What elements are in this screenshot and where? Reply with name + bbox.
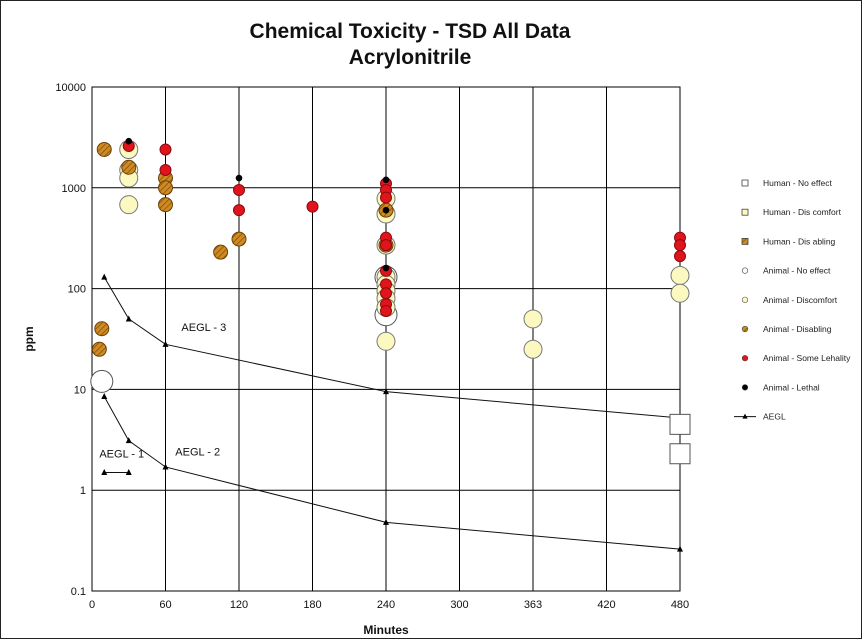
legend-marker [742, 268, 748, 274]
animal-some-lethality-point [381, 288, 392, 299]
animal-some-lethality-point [381, 305, 392, 316]
legend-marker [742, 385, 748, 391]
animal-some-lethality-point [381, 240, 392, 251]
animal-lethal-point [236, 175, 242, 181]
x-tick-label: 120 [230, 599, 248, 611]
animal-some-lethality-point [234, 205, 245, 216]
y-tick-label: 1000 [62, 183, 86, 195]
legend-label: Human - Dis abling [763, 236, 836, 246]
y-tick-label: 0.1 [71, 586, 86, 598]
legend-label: Animal - Lethal [763, 382, 820, 392]
animal-some-lethality-point [234, 185, 245, 196]
legend-label: Human - Dis comfort [763, 207, 842, 217]
legend-label: AEGL [763, 412, 786, 422]
animal-disabling-point [159, 181, 173, 195]
animal-discomfort-point [671, 284, 689, 302]
x-tick-label: 0 [89, 599, 95, 611]
x-tick-label: 240 [377, 599, 395, 611]
legend-label: Animal - Discomfort [763, 295, 838, 305]
x-tick-label: 300 [450, 599, 468, 611]
legend-marker [742, 355, 748, 361]
animal-disabling-point [95, 322, 109, 336]
aegl-annotation: AEGL - 3 [181, 322, 226, 334]
legend-label: Animal - Disabling [763, 324, 832, 334]
animal-discomfort-point [377, 332, 395, 350]
legend-marker [742, 209, 748, 215]
human-no-effect-point [670, 444, 690, 464]
x-tick-label: 420 [597, 599, 615, 611]
y-tick-label: 1 [80, 485, 86, 497]
x-tick-label: 480 [671, 599, 689, 611]
animal-some-lethality-point [307, 201, 318, 212]
animal-discomfort-point [524, 340, 542, 358]
animal-disabling-point [97, 142, 111, 156]
chart-subtitle: Acrylonitrile [349, 46, 472, 69]
legend-label: Animal - Some Lehality [763, 353, 851, 363]
chart-title: Chemical Toxicity - TSD All Data [250, 20, 571, 43]
animal-no-effect-point [91, 370, 113, 392]
y-axis-label: ppm [22, 326, 36, 351]
animal-lethal-point [383, 177, 389, 183]
y-tick-label: 10000 [55, 82, 86, 94]
animal-lethal-point [383, 265, 389, 271]
animal-discomfort-point [120, 196, 138, 214]
animal-some-lethality-point [160, 144, 171, 155]
animal-disabling-point [92, 342, 106, 356]
y-tick-label: 100 [68, 284, 86, 296]
x-axis-label: Minutes [363, 623, 409, 637]
legend: Human - No effect Human - Dis comfort Huma… [734, 178, 851, 422]
x-tick-label: 60 [159, 599, 171, 611]
legend-marker [742, 238, 748, 244]
animal-disabling-point [214, 245, 228, 259]
x-tick-label: 180 [303, 599, 321, 611]
aegl-annotation: AEGL - 2 [175, 447, 220, 459]
y-tick-label: 10 [74, 384, 86, 396]
legend-label: Human - No effect [763, 178, 832, 188]
animal-lethal-point [126, 138, 132, 144]
animal-disabling-point [159, 198, 173, 212]
animal-some-lethality-point [675, 251, 686, 262]
y-axis: 0.1 1 10 100 1000 10000 [55, 82, 86, 598]
legend-label: Animal - No effect [763, 266, 831, 276]
x-axis: 0 60 120 180 240 300 363 420 480 [89, 599, 689, 611]
legend-marker [742, 180, 748, 186]
animal-discomfort-point [671, 266, 689, 284]
legend-marker [742, 326, 748, 332]
human-no-effect-point [670, 414, 690, 434]
x-tick-label: 363 [524, 599, 542, 611]
animal-disabling-point [122, 160, 136, 174]
animal-some-lethality-point [675, 240, 686, 251]
animal-discomfort-point [524, 310, 542, 328]
animal-disabling-point [232, 232, 246, 246]
aegl-annotation: AEGL - 1 [99, 449, 144, 461]
animal-lethal-point [383, 207, 389, 213]
legend-marker [742, 297, 748, 303]
animal-some-lethality-point [381, 192, 392, 203]
animal-some-lethality-point [160, 165, 171, 176]
